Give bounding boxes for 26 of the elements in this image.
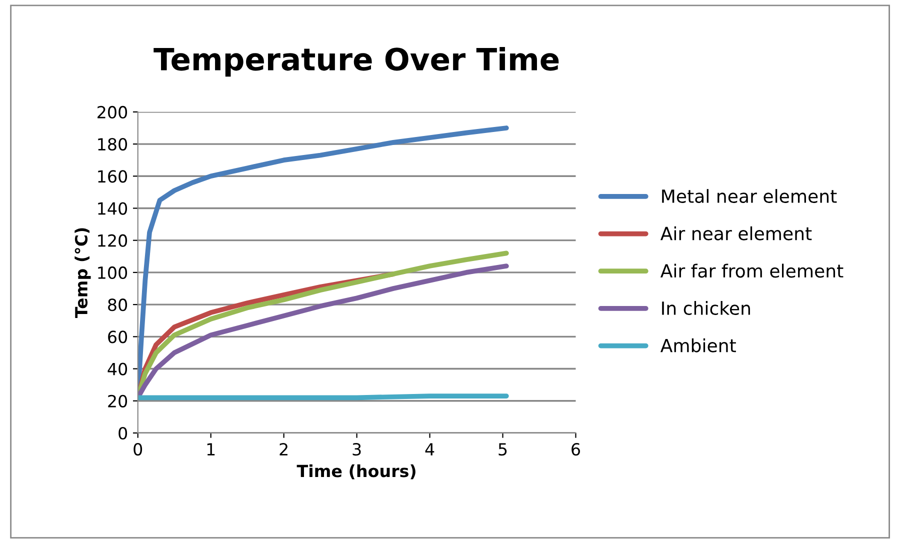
y-tick-label: 120 — [98, 234, 128, 247]
legend-label: Ambient — [660, 338, 736, 352]
y-tick-label: 140 — [98, 202, 128, 215]
y-tick-label: 80 — [108, 298, 128, 312]
legend-label: Metal near element — [662, 189, 837, 204]
x-tick-label: 0 — [134, 442, 142, 456]
y-tick-label: 200 — [98, 106, 128, 118]
chart-title: Temperature Over Time — [154, 47, 559, 77]
legend-label: Air far from element — [660, 264, 844, 278]
x-tick-label: 4 — [425, 443, 434, 456]
x-tick-label: 6 — [572, 442, 580, 456]
x-tick-label: 5 — [498, 443, 507, 456]
x-tick-label: 2 — [280, 442, 288, 456]
y-axis-title: Temp (°C) — [74, 228, 91, 318]
legend-label: Air near element — [660, 226, 812, 240]
y-tick-label: 60 — [108, 330, 128, 344]
y-tick-label: 20 — [108, 394, 128, 408]
x-tick-label: 3 — [352, 442, 361, 456]
x-tick-label: 1 — [207, 443, 215, 456]
y-tick-label: 40 — [108, 362, 128, 376]
y-tick-label: 160 — [98, 170, 128, 183]
y-tick-label: 100 — [98, 266, 128, 280]
legend-label: In chicken — [662, 301, 750, 316]
y-tick-label: 180 — [98, 138, 128, 151]
y-tick-label: 0 — [118, 426, 128, 440]
x-axis-title: Time (hours) — [296, 464, 416, 480]
